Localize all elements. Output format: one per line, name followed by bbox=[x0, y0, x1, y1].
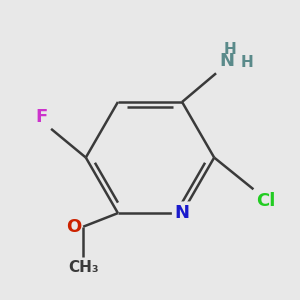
Text: O: O bbox=[66, 218, 82, 236]
Text: N: N bbox=[219, 52, 234, 70]
Text: H: H bbox=[240, 55, 253, 70]
Text: N: N bbox=[175, 204, 190, 222]
Text: CH₃: CH₃ bbox=[68, 260, 98, 275]
Text: F: F bbox=[36, 108, 48, 126]
Text: H: H bbox=[224, 42, 236, 57]
Text: Cl: Cl bbox=[256, 192, 276, 210]
